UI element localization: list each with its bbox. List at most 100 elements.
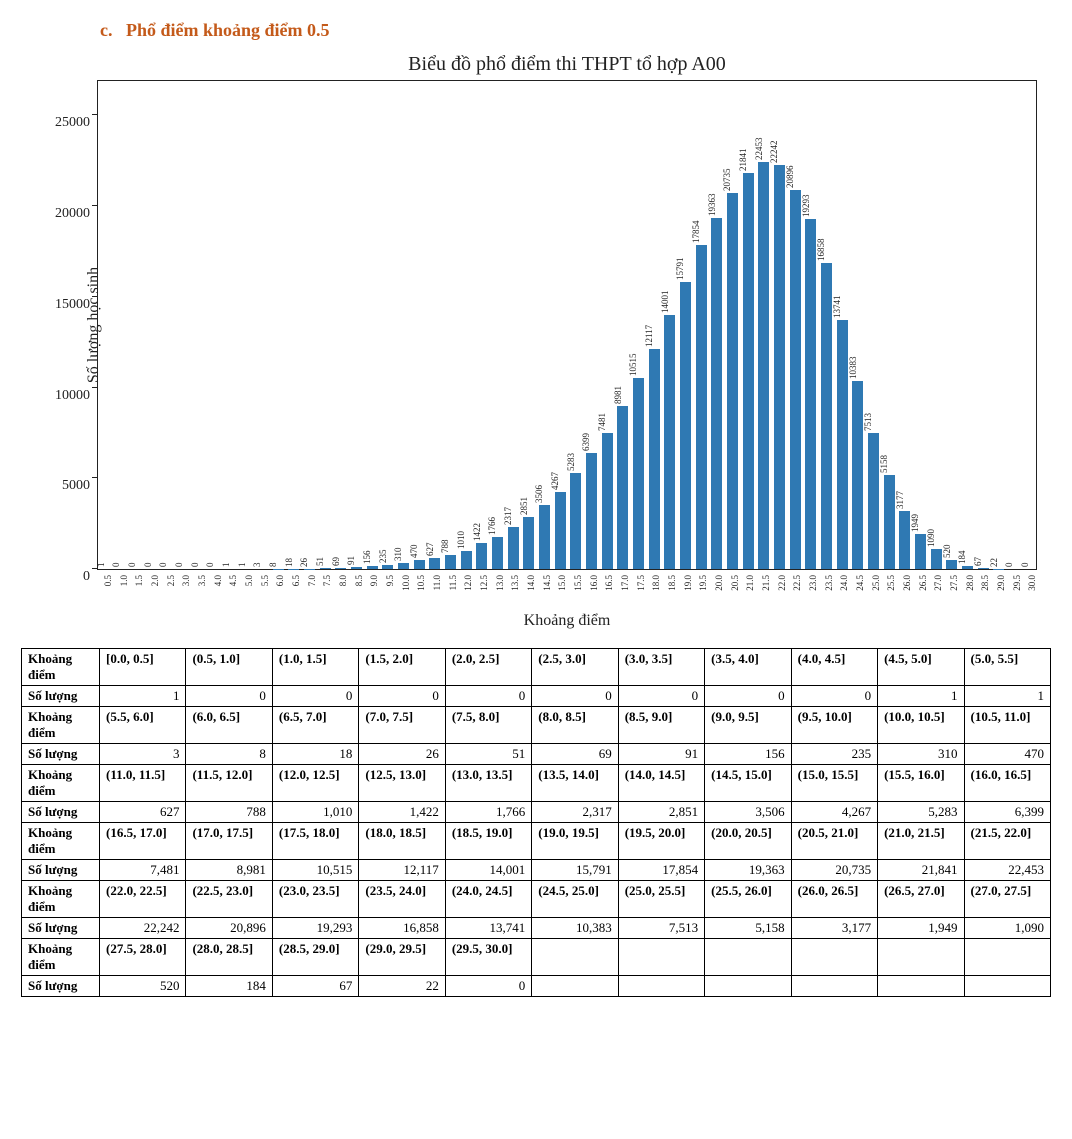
- chart-bar-label: 10515: [628, 354, 638, 377]
- chart-xtick: 1.0: [119, 575, 129, 586]
- chart-bar-label: 21841: [738, 148, 748, 171]
- chart-bar-label: 12117: [644, 325, 654, 347]
- chart-bar-label: 1422: [472, 523, 482, 541]
- chart-xtick: 11.0: [432, 575, 442, 590]
- chart-bar-label: 6399: [581, 433, 591, 451]
- chart-xtick: 21.5: [761, 575, 771, 591]
- chart-bar-label: 0: [158, 563, 168, 568]
- chart-bar-label: 0: [190, 563, 200, 568]
- chart-bar: 788: [445, 555, 456, 569]
- chart-bar: 67: [978, 568, 989, 569]
- table-bin-cell: (15.5, 16.0]: [878, 765, 964, 802]
- table-value-cell: 20,896: [186, 918, 272, 939]
- chart-xtick: 4.5: [228, 575, 238, 586]
- table-row-header: Số lượng: [22, 686, 100, 707]
- heading-text: Phổ điểm khoảng điểm 0.5: [126, 20, 330, 40]
- table-value-cell: 19,363: [705, 860, 791, 881]
- chart-xtick: 25.0: [871, 575, 881, 591]
- chart-bar-label: 470: [409, 545, 419, 559]
- table-bin-cell: (28.0, 28.5]: [186, 939, 272, 976]
- chart-xtick: 24.5: [855, 575, 865, 591]
- chart-bar-label: 0: [1020, 563, 1030, 568]
- table-bin-cell: (13.0, 13.5]: [445, 765, 531, 802]
- table-bin-cell: [964, 939, 1050, 976]
- chart-xtick: 26.5: [918, 575, 928, 591]
- table-bin-cell: (27.5, 28.0]: [100, 939, 186, 976]
- chart-xtick: 19.0: [683, 575, 693, 591]
- chart-xtick: 3.0: [181, 575, 191, 586]
- chart-bar-label: 1090: [926, 529, 936, 547]
- chart-xtick: 20.5: [730, 575, 740, 591]
- table-value-cell: 13,741: [445, 918, 531, 939]
- table-value-cell: 5,283: [878, 802, 964, 823]
- table-bin-cell: (18.0, 18.5]: [359, 823, 445, 860]
- chart-bar-label: 14001: [660, 290, 670, 313]
- chart-bar: 7481: [602, 433, 613, 569]
- table-value-cell: 3: [100, 744, 186, 765]
- chart-xtick: 22.0: [777, 575, 787, 591]
- table-value-cell: 2,851: [618, 802, 704, 823]
- table-value-cell: [878, 976, 964, 997]
- table-bin-cell: (2.0, 2.5]: [445, 649, 531, 686]
- table-bin-cell: (14.0, 14.5]: [618, 765, 704, 802]
- chart-xtick: 7.5: [322, 575, 332, 586]
- table-value-cell: 17,854: [618, 860, 704, 881]
- table-bin-cell: [0.0, 0.5]: [100, 649, 186, 686]
- chart-xtick: 27.0: [933, 575, 943, 591]
- chart-bar-label: 69: [331, 557, 341, 566]
- chart-bar: 7513: [868, 433, 879, 569]
- chart-ytick: 25000: [46, 115, 90, 131]
- chart-bar: 310: [398, 563, 409, 569]
- chart-bar: 12117: [649, 349, 660, 569]
- chart-bar: 15791: [680, 282, 691, 569]
- table-value-cell: 627: [100, 802, 186, 823]
- chart-xtick: 4.0: [213, 575, 223, 586]
- chart-bar: 5283: [570, 473, 581, 569]
- table-bin-cell: (9.5, 10.0]: [791, 707, 877, 744]
- table-bin-cell: (7.5, 8.0]: [445, 707, 531, 744]
- chart-bar-label: 520: [942, 544, 952, 558]
- chart-bar: 156: [367, 566, 378, 569]
- chart-xtick: 13.5: [510, 575, 520, 591]
- table-bin-cell: (28.5, 29.0]: [272, 939, 358, 976]
- chart-bar-label: 4267: [550, 472, 560, 490]
- table-value-cell: 22,453: [964, 860, 1050, 881]
- table-value-cell: 1,949: [878, 918, 964, 939]
- table-value-cell: 19,293: [272, 918, 358, 939]
- table-bin-cell: (17.0, 17.5]: [186, 823, 272, 860]
- table-value-cell: 10,515: [272, 860, 358, 881]
- chart-bar-label: 22242: [769, 141, 779, 164]
- chart-xtick: 7.0: [307, 575, 317, 586]
- table-row-header: Số lượng: [22, 918, 100, 939]
- table-bin-cell: (6.5, 7.0]: [272, 707, 358, 744]
- table-row-header: Số lượng: [22, 744, 100, 765]
- chart-xtick: 29.5: [1012, 575, 1022, 591]
- chart-bar: 235: [382, 565, 393, 569]
- chart-xtick: 14.5: [542, 575, 552, 591]
- table-value-cell: 0: [445, 686, 531, 707]
- chart-bar-label: 8: [268, 562, 278, 567]
- chart-bar-label: 16858: [816, 239, 826, 262]
- table-bin-cell: (0.5, 1.0]: [186, 649, 272, 686]
- table-row-header: Khoảng điểm: [22, 707, 100, 744]
- chart-bar-label: 310: [393, 548, 403, 562]
- table-value-cell: 1,422: [359, 802, 445, 823]
- chart-ytick: 10000: [46, 388, 90, 404]
- chart-container: Biểu đồ phổ điểm thi THPT tổ hợp A00 Số …: [26, 53, 1046, 630]
- chart-xtick: 13.0: [495, 575, 505, 591]
- chart-bar-label: 1: [96, 562, 106, 567]
- chart-bar-label: 0: [174, 563, 184, 568]
- chart-xtick: 11.5: [448, 575, 458, 590]
- table-value-cell: 0: [186, 686, 272, 707]
- table-value-cell: 26: [359, 744, 445, 765]
- chart-bar-label: 1766: [487, 517, 497, 535]
- chart-bar: 520: [946, 560, 957, 569]
- table-bin-cell: (19.0, 19.5]: [532, 823, 618, 860]
- table-value-cell: 1,766: [445, 802, 531, 823]
- chart-xtick: 28.5: [980, 575, 990, 591]
- chart-xtick: 20.0: [714, 575, 724, 591]
- chart-bar: 1090: [931, 549, 942, 569]
- chart-bar: 3506: [539, 505, 550, 569]
- table-bin-cell: (8.5, 9.0]: [618, 707, 704, 744]
- table-row-header: Số lượng: [22, 976, 100, 997]
